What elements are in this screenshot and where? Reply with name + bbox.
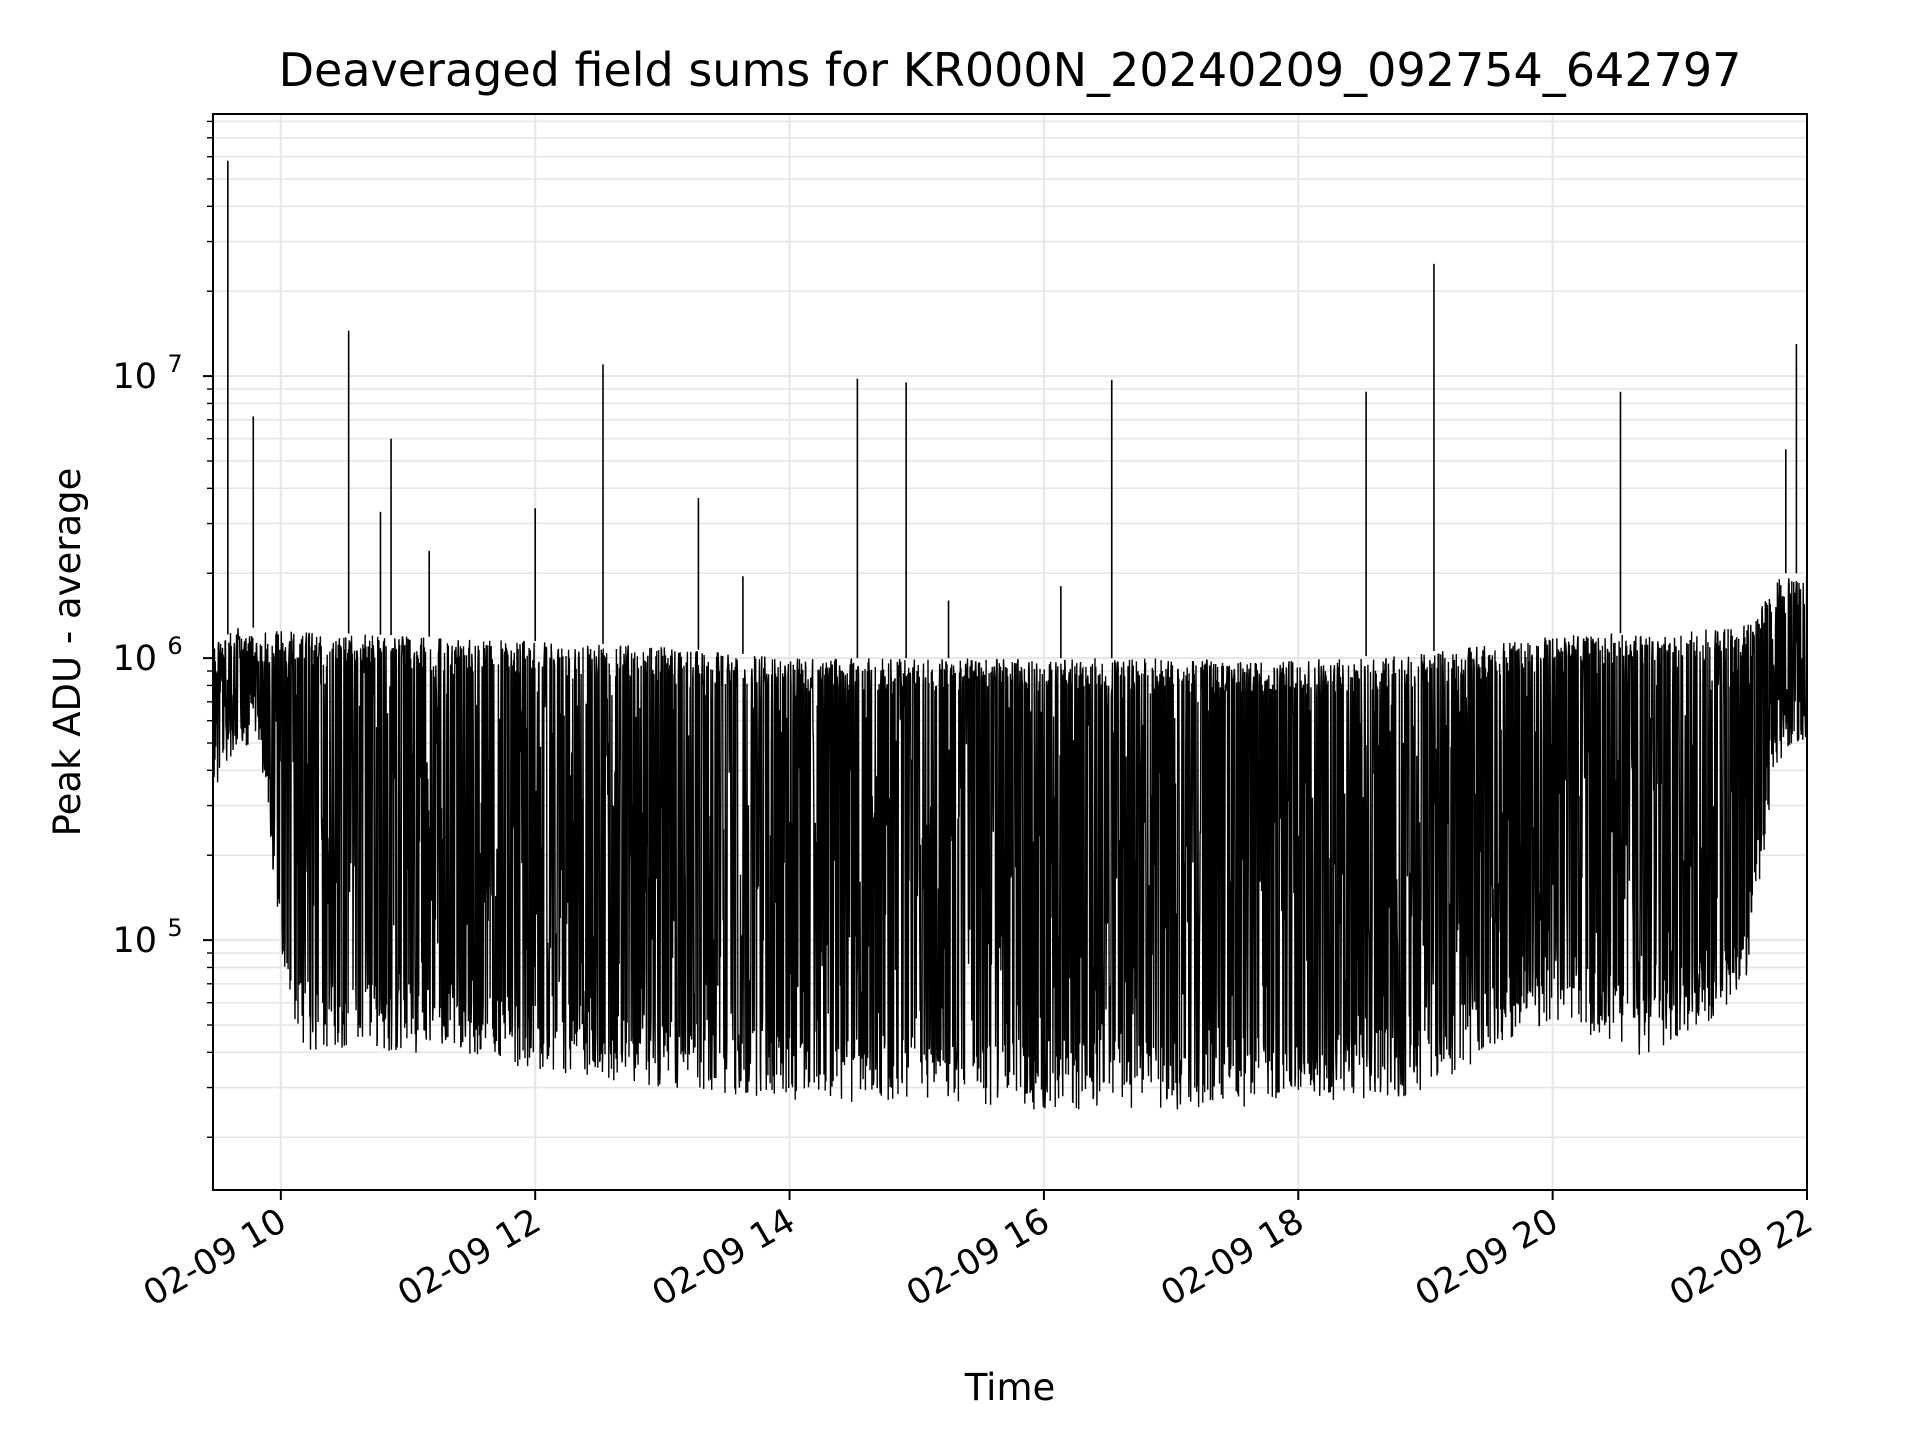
y-tick-label: 10 (112, 639, 157, 679)
y-tick-label: 10 (112, 921, 157, 961)
x-axis-label: Time (964, 1366, 1056, 1409)
series-line (213, 576, 1807, 1110)
y-tick-exponent: 5 (167, 914, 182, 942)
y-tick-exponent: 7 (167, 350, 182, 378)
plot-frame (212, 113, 1808, 1191)
chart-title: Deaveraged field sums for KR000N_2024020… (279, 43, 1742, 97)
data-area (213, 160, 1807, 1110)
y-tick-exponent: 6 (167, 632, 182, 660)
y-tick-label: 10 (112, 357, 157, 397)
y-axis-label: Peak ADU - average (46, 468, 89, 837)
